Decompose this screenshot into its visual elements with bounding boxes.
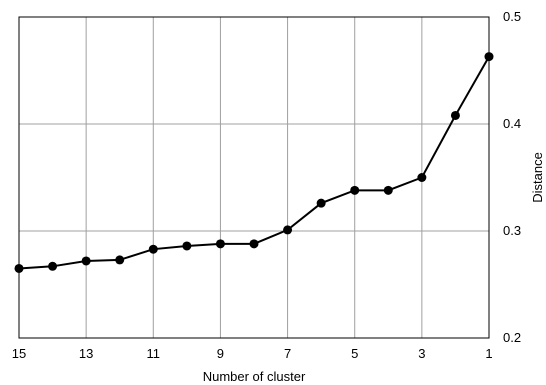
x-tick-labels: 15 13 11 9 7 5 3 1: [12, 346, 493, 361]
y-axis-label: Distance: [530, 152, 545, 203]
series-layer: [14, 52, 494, 273]
x-tick-label: 13: [79, 346, 93, 361]
data-point: [383, 185, 393, 195]
data-point: [417, 173, 427, 182]
x-axis-label: Number of cluster: [203, 369, 306, 384]
data-point: [48, 261, 58, 271]
data-point: [249, 239, 259, 249]
data-point: [14, 263, 24, 273]
x-tick-label: 9: [217, 346, 224, 361]
data-point: [316, 198, 326, 208]
x-tick-label: 3: [418, 346, 425, 361]
x-tick-label: 7: [284, 346, 291, 361]
data-point: [484, 52, 494, 62]
data-point: [283, 225, 293, 235]
plot-area-frame: [18, 16, 490, 339]
x-tick-label: 5: [351, 346, 358, 361]
data-point: [182, 241, 192, 251]
data-point: [115, 255, 125, 265]
series-line: [18, 56, 490, 270]
y-tick-label: 0.4: [503, 116, 521, 131]
data-point: [215, 239, 225, 249]
data-point: [350, 185, 360, 195]
x-tick-label: 11: [147, 346, 161, 361]
y-tick-label: 0.3: [503, 223, 521, 238]
x-tick-label: 15: [12, 346, 26, 361]
x-tick-label: 1: [485, 346, 492, 361]
y-tick-labels: 0.2 0.3 0.4 0.5: [503, 9, 521, 345]
y-tick-label: 0.5: [503, 9, 521, 24]
data-point: [450, 110, 460, 120]
grid: [18, 17, 490, 338]
y-tick-label: 0.2: [503, 330, 521, 345]
data-point: [81, 256, 91, 266]
data-point: [148, 244, 158, 254]
